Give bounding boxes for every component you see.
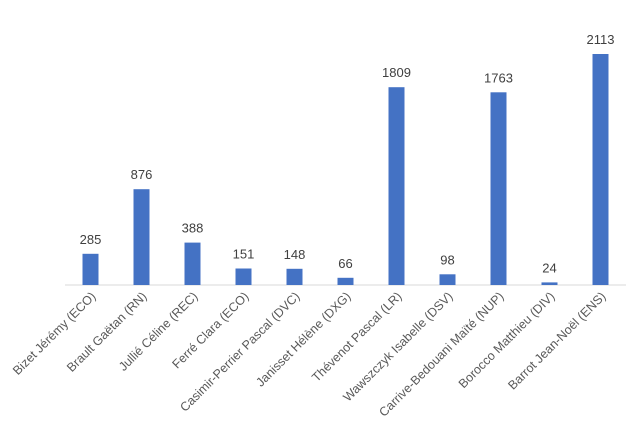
data-label-3: 151	[233, 247, 255, 262]
data-label-2: 388	[182, 221, 204, 236]
data-label-9: 24	[542, 260, 556, 275]
bar-0	[82, 253, 99, 285]
bar-10	[592, 54, 609, 285]
x-tick-label-5: Janisset Hélène (DXG)	[253, 289, 353, 389]
x-tick-label-10: Barrot Jean-Noël (ENS)	[505, 289, 608, 392]
data-label-7: 98	[440, 252, 454, 267]
bar-6	[388, 87, 405, 285]
data-label-4: 148	[284, 247, 306, 262]
data-label-1: 876	[131, 167, 153, 182]
bar-2	[184, 242, 201, 285]
bar-5	[337, 277, 354, 285]
data-label-8: 1763	[484, 70, 513, 85]
x-tick-label-9: Borocco Matthieu (DIV)	[456, 289, 558, 391]
data-label-6: 1809	[382, 65, 411, 80]
data-label-0: 285	[80, 232, 102, 247]
data-label-5: 66	[338, 256, 352, 271]
x-tick-labels-layer: Bizet Jérémy (ECO)Brault Gaëtan (RN)Jull…	[10, 289, 608, 419]
bar-9	[541, 282, 558, 285]
bars-layer	[82, 54, 609, 285]
bar-1	[133, 189, 150, 285]
x-tick-label-6: Thévenot Pascal (LR)	[309, 289, 404, 384]
bar-8	[490, 92, 507, 285]
bar-4	[286, 268, 303, 285]
bar-3	[235, 268, 252, 285]
x-tick-label-0: Bizet Jérémy (ECO)	[10, 289, 98, 377]
bar-7	[439, 274, 456, 285]
data-label-10: 2113	[587, 32, 615, 47]
data-labels-layer: 285 876 388 151 148 66 1809 98 1763 24 2113	[80, 32, 615, 275]
